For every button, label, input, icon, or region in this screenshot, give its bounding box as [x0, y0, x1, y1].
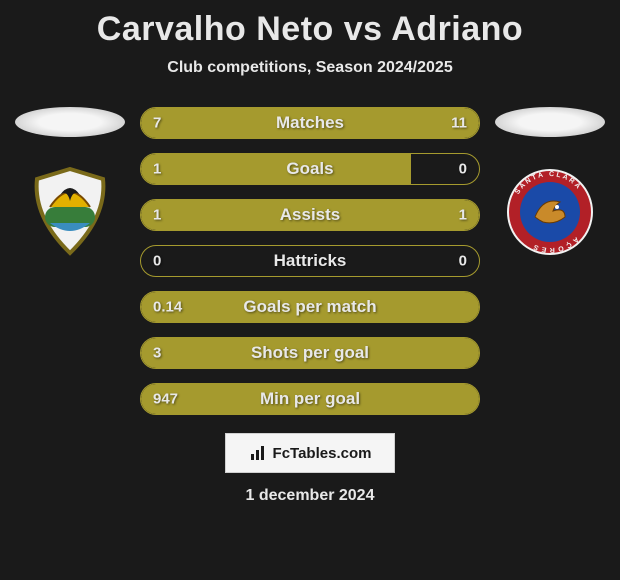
comparison-row: Matches711Goals10Assists11Hattricks00Goa…	[0, 107, 620, 415]
footer-date: 1 december 2024	[0, 487, 620, 505]
brand-badge: FcTables.com	[225, 433, 395, 473]
stat-label: Goals	[286, 159, 333, 179]
stat-row: Shots per goal 3	[140, 337, 480, 369]
stat-value-left: 7	[153, 115, 161, 132]
stat-label: Assists	[280, 205, 340, 225]
left-player-col	[10, 107, 130, 257]
brand-text: FcTables.com	[273, 445, 372, 462]
comparison-bars: Matches711Goals10Assists11Hattricks00Goa…	[140, 107, 480, 415]
stat-row: Goals 1 0	[140, 153, 480, 185]
stat-label: Goals per match	[243, 297, 376, 317]
stat-row: Hattricks 0 0	[140, 245, 480, 277]
stat-label: Hattricks	[274, 251, 347, 271]
stat-label: Shots per goal	[251, 343, 369, 363]
stat-value-left: 0	[153, 253, 161, 270]
stat-value-right: 1	[459, 207, 467, 224]
stat-row: Assists 1 1	[140, 199, 480, 231]
stat-value-right: 0	[459, 161, 467, 178]
shield-icon	[25, 167, 115, 257]
chart-icon	[249, 444, 267, 462]
right-player-col: SANTA CLARA AÇORES	[490, 107, 610, 257]
stat-label: Min per goal	[260, 389, 360, 409]
stat-value-left: 0.14	[153, 299, 182, 316]
stat-value-left: 947	[153, 391, 178, 408]
page-subtitle: Club competitions, Season 2024/2025	[0, 59, 620, 77]
stat-row: Goals per match 0.14	[140, 291, 480, 323]
stat-value-left: 1	[153, 161, 161, 178]
stat-value-left: 3	[153, 345, 161, 362]
stat-label: Matches	[276, 113, 344, 133]
page-title: Carvalho Neto vs Adriano	[0, 0, 620, 49]
right-player-placeholder	[495, 107, 605, 137]
stat-fill-left	[141, 154, 411, 184]
stat-row: Min per goal 947	[140, 383, 480, 415]
badge-icon: SANTA CLARA AÇORES	[505, 167, 595, 257]
left-crest	[25, 167, 115, 257]
stat-value-right: 11	[451, 115, 467, 132]
stat-value-right: 0	[459, 253, 467, 270]
stat-value-left: 1	[153, 207, 161, 224]
stat-row: Matches 7 11	[140, 107, 480, 139]
right-crest: SANTA CLARA AÇORES	[505, 167, 595, 257]
left-player-placeholder	[15, 107, 125, 137]
